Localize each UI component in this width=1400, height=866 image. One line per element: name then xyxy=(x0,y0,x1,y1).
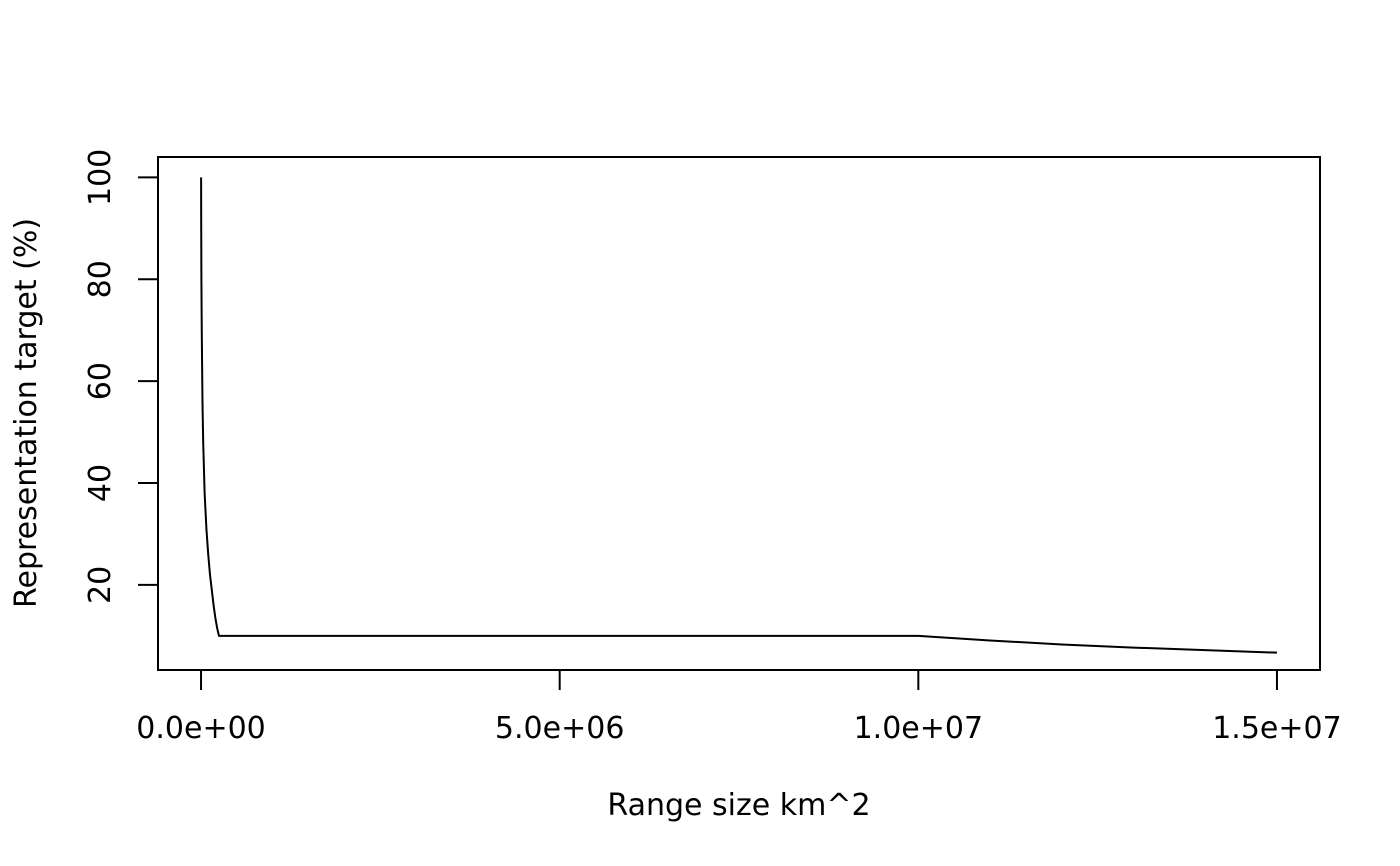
plot-frame xyxy=(157,156,1321,671)
y-tick-label: 40 xyxy=(83,464,118,502)
y-axis: 20 40 60 80 100 xyxy=(83,149,159,604)
x-tick-label: 1.0e+07 xyxy=(854,711,983,746)
x-tick-label: 1.5e+07 xyxy=(1212,711,1341,746)
x-tick-label: 0.0e+00 xyxy=(136,711,265,746)
x-tick-label: 5.0e+06 xyxy=(495,711,624,746)
series-layer xyxy=(200,177,1277,654)
y-tick-label: 20 xyxy=(83,566,118,604)
series-line xyxy=(200,177,1277,654)
y-tick-label: 60 xyxy=(83,362,118,400)
x-axis-title: Range size km^2 xyxy=(607,788,870,823)
x-axis: 0.0e+00 5.0e+06 1.0e+07 1.5e+07 xyxy=(136,669,1342,746)
y-axis-title: Representation target (%) xyxy=(9,218,44,608)
y-tick-label: 80 xyxy=(83,260,118,298)
y-tick-label: 100 xyxy=(83,149,118,206)
